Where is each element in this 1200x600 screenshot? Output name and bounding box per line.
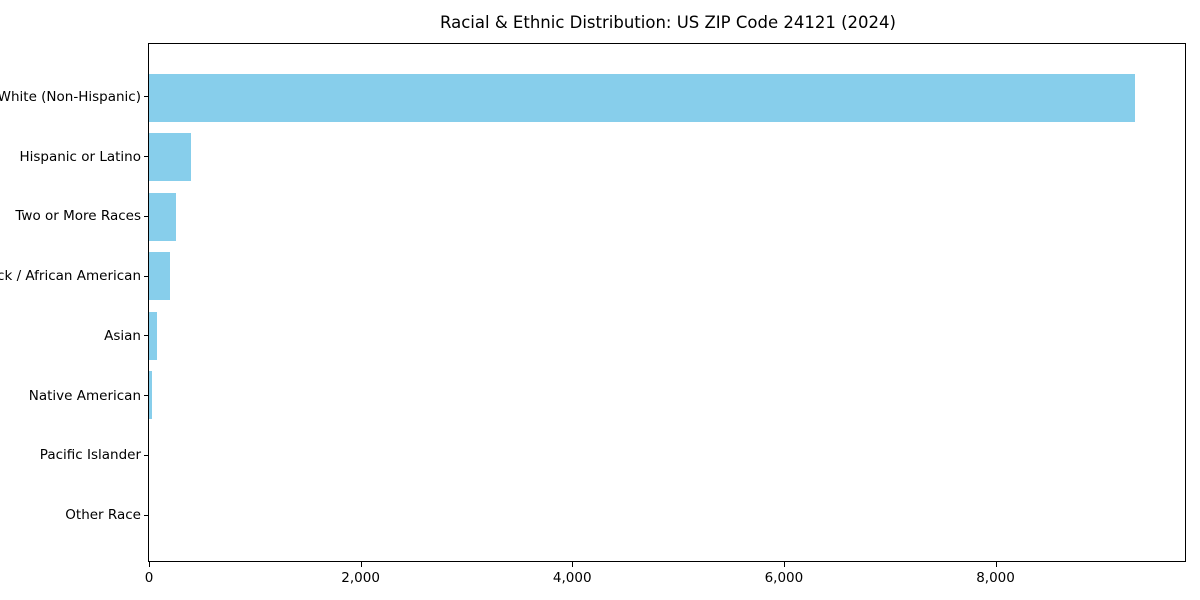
y-label-row: Native American bbox=[0, 366, 149, 426]
y-axis-labels: White (Non-Hispanic) Hispanic or Latino Tw… bbox=[0, 43, 149, 562]
y-tick-mark bbox=[144, 514, 149, 516]
y-axis-label: Two or More Races bbox=[15, 208, 141, 225]
x-tick-label: 6,000 bbox=[764, 570, 804, 586]
y-label-row: Other Race bbox=[0, 485, 149, 545]
y-label-row: Two or More Races bbox=[0, 187, 149, 247]
bar bbox=[149, 73, 1136, 122]
bar bbox=[149, 252, 170, 301]
y-label-row: White (Non-Hispanic) bbox=[0, 67, 149, 127]
bar-row bbox=[149, 425, 1185, 485]
y-label-row: Asian bbox=[0, 306, 149, 366]
y-tick-mark bbox=[144, 395, 149, 397]
y-axis-label: Pacific Islander bbox=[39, 447, 141, 464]
x-tick-mark bbox=[149, 562, 150, 567]
x-tick-mark bbox=[572, 562, 574, 567]
bar-row bbox=[149, 366, 1185, 426]
chart-title: Racial & Ethnic Distribution: US ZIP Cod… bbox=[440, 13, 896, 32]
y-tick-mark bbox=[144, 275, 149, 277]
y-tick-mark bbox=[144, 215, 149, 217]
y-axis-label: Other Race bbox=[65, 507, 141, 524]
y-tick-mark bbox=[144, 454, 149, 456]
x-tick-mark bbox=[360, 562, 362, 567]
bar-rows bbox=[149, 44, 1185, 561]
bar bbox=[149, 371, 152, 420]
y-axis-label: Asian bbox=[104, 327, 141, 344]
y-label-row: Black / African American bbox=[0, 246, 149, 306]
bar-row bbox=[149, 128, 1185, 188]
bar-row bbox=[149, 485, 1185, 545]
x-tick-label: 4,000 bbox=[552, 570, 592, 586]
x-tick-mark bbox=[783, 562, 785, 567]
bar-row bbox=[149, 247, 1185, 307]
plot-area bbox=[148, 43, 1186, 562]
bar bbox=[149, 311, 158, 360]
y-label-row: Pacific Islander bbox=[0, 426, 149, 486]
y-tick-mark bbox=[144, 156, 149, 158]
y-tick-mark bbox=[144, 335, 149, 337]
x-tick-label: 8,000 bbox=[976, 570, 1015, 586]
x-tick-label: 0 bbox=[144, 570, 154, 586]
x-tick-mark bbox=[995, 562, 997, 567]
bar-row bbox=[149, 306, 1185, 366]
bar-row bbox=[149, 187, 1185, 247]
y-axis-label: Black / African American bbox=[0, 268, 141, 285]
x-tick-label: 2,000 bbox=[341, 570, 380, 586]
y-axis-label: White (Non-Hispanic) bbox=[0, 88, 141, 105]
bar-row bbox=[149, 68, 1185, 128]
bar bbox=[149, 192, 177, 241]
y-tick-mark bbox=[144, 96, 149, 98]
bar bbox=[149, 133, 191, 182]
y-label-row: Hispanic or Latino bbox=[0, 127, 149, 187]
y-axis-label: Native American bbox=[28, 387, 141, 404]
y-axis-label: Hispanic or Latino bbox=[19, 148, 141, 165]
